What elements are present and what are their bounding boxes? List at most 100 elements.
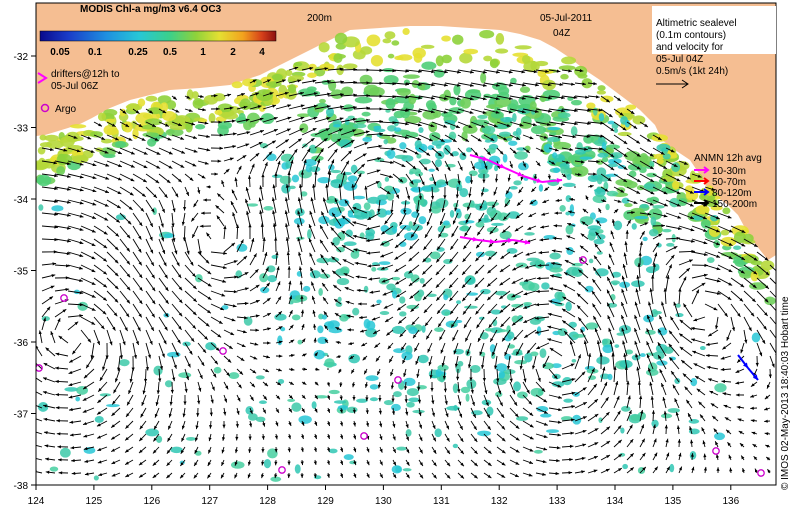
chl-patch <box>613 128 619 133</box>
velocity-arrowhead <box>102 366 106 371</box>
chl-patch <box>559 205 566 212</box>
velocity-arrowhead <box>623 178 628 183</box>
velocity-arrowhead <box>392 436 396 441</box>
chl-patch <box>165 100 177 110</box>
velocity-arrowhead <box>348 150 352 155</box>
velocity-arrowhead <box>443 388 447 393</box>
velocity-arrowhead <box>513 241 518 245</box>
chl-patch <box>597 152 609 158</box>
velocity-arrowhead <box>418 109 422 113</box>
velocity-arrowhead <box>493 191 497 196</box>
chl-patch <box>495 33 505 45</box>
chl-patch <box>484 328 494 332</box>
velocity-arrowhead <box>636 275 640 279</box>
velocity-arrowhead <box>377 371 381 376</box>
velocity-arrowhead <box>548 109 552 113</box>
velocity-arrowhead <box>105 355 109 359</box>
anmn-item-label: 50-70m <box>712 177 746 188</box>
velocity-arrowhead <box>214 360 218 365</box>
velocity-arrowhead <box>276 395 280 400</box>
velocity-arrowhead <box>681 360 685 364</box>
chl-patch <box>584 285 594 293</box>
velocity-arrowhead <box>562 173 567 178</box>
velocity-arrowhead <box>703 228 708 232</box>
velocity-arrowhead <box>251 383 255 388</box>
velocity-arrowhead <box>68 395 73 399</box>
velocity-arrowhead <box>177 274 182 279</box>
velocity-arrowhead <box>660 151 665 155</box>
velocity-arrowhead <box>518 189 522 194</box>
velocity-arrowhead <box>149 340 153 345</box>
chl-patch <box>553 167 561 174</box>
velocity-arrowhead <box>553 375 558 379</box>
velocity-arrowhead <box>500 414 505 418</box>
chl-patch <box>277 379 285 385</box>
chl-patch <box>624 150 641 162</box>
chl-patch <box>399 296 406 304</box>
velocity-arrowhead <box>68 382 73 387</box>
velocity-arrowhead <box>529 412 534 416</box>
velocity-arrowhead <box>556 446 561 450</box>
colorbar-ticks: 0.05 0.1 0.25 0.5 1 2 4 <box>50 47 265 58</box>
velocity-arrowhead <box>182 237 187 242</box>
velocity-arrowhead <box>466 351 470 355</box>
velocity-arrowhead <box>615 381 619 385</box>
velocity-arrowhead <box>606 455 610 459</box>
chl-patch <box>448 107 465 114</box>
chl-patch <box>663 346 674 354</box>
chl-patch <box>339 139 352 148</box>
x-tick-label: 128 <box>259 496 276 507</box>
chl-patch <box>515 127 522 136</box>
chl-patch <box>270 476 282 482</box>
chl-patch <box>514 151 528 160</box>
velocity-arrowhead <box>426 221 430 226</box>
chl-patch <box>543 235 556 240</box>
velocity-arrowhead <box>289 324 294 329</box>
velocity-arrowhead <box>478 218 482 223</box>
info-box-bg <box>652 6 776 54</box>
velocity-arrowhead <box>138 461 143 466</box>
chl-patch <box>309 166 321 173</box>
velocity-arrowhead <box>207 309 211 314</box>
velocity-arrowhead <box>233 290 238 294</box>
velocity-arrowhead <box>688 413 692 417</box>
chl-patch <box>236 243 248 252</box>
velocity-arrowhead <box>499 402 503 407</box>
chl-patch <box>317 176 331 184</box>
velocity-arrowhead <box>654 252 658 257</box>
chl-patch <box>601 157 609 163</box>
velocity-arrowhead <box>335 341 340 345</box>
velocity-arrowhead <box>87 136 92 140</box>
velocity-arrowhead <box>644 222 649 226</box>
velocity-arrowhead <box>683 161 688 165</box>
velocity-arrow <box>769 329 776 339</box>
velocity-arrowhead <box>272 210 276 215</box>
chl-patch <box>481 169 487 174</box>
chl-patch <box>465 175 472 184</box>
velocity-arrowhead <box>268 151 273 156</box>
chl-patch <box>688 419 700 424</box>
velocity-arrowhead <box>245 118 250 122</box>
velocity-arrowhead <box>227 93 232 97</box>
velocity-arrowhead <box>417 387 421 391</box>
velocity-arrowhead <box>258 197 262 202</box>
velocity-arrowhead <box>130 151 135 155</box>
velocity-arrowhead <box>661 301 665 306</box>
chl-patch <box>656 158 664 165</box>
chl-patch <box>346 406 358 413</box>
chl-patch <box>660 413 673 419</box>
velocity-arrowhead <box>362 153 367 157</box>
velocity-arrowhead <box>212 373 217 378</box>
velocity-arrowhead <box>302 381 307 385</box>
colorbar-tick-label: 0.05 <box>50 47 70 58</box>
alt-line-2: (0.1m contours) <box>656 30 726 41</box>
chl-patch <box>675 313 684 318</box>
velocity-arrowhead <box>104 150 109 154</box>
chl-patch <box>452 34 464 45</box>
chl-patch <box>714 383 727 393</box>
velocity-arrowhead <box>232 132 237 136</box>
chl-patch <box>462 202 474 208</box>
chl-patch <box>166 129 175 134</box>
velocity-arrowhead <box>514 413 519 418</box>
velocity-arrowhead <box>299 280 303 285</box>
